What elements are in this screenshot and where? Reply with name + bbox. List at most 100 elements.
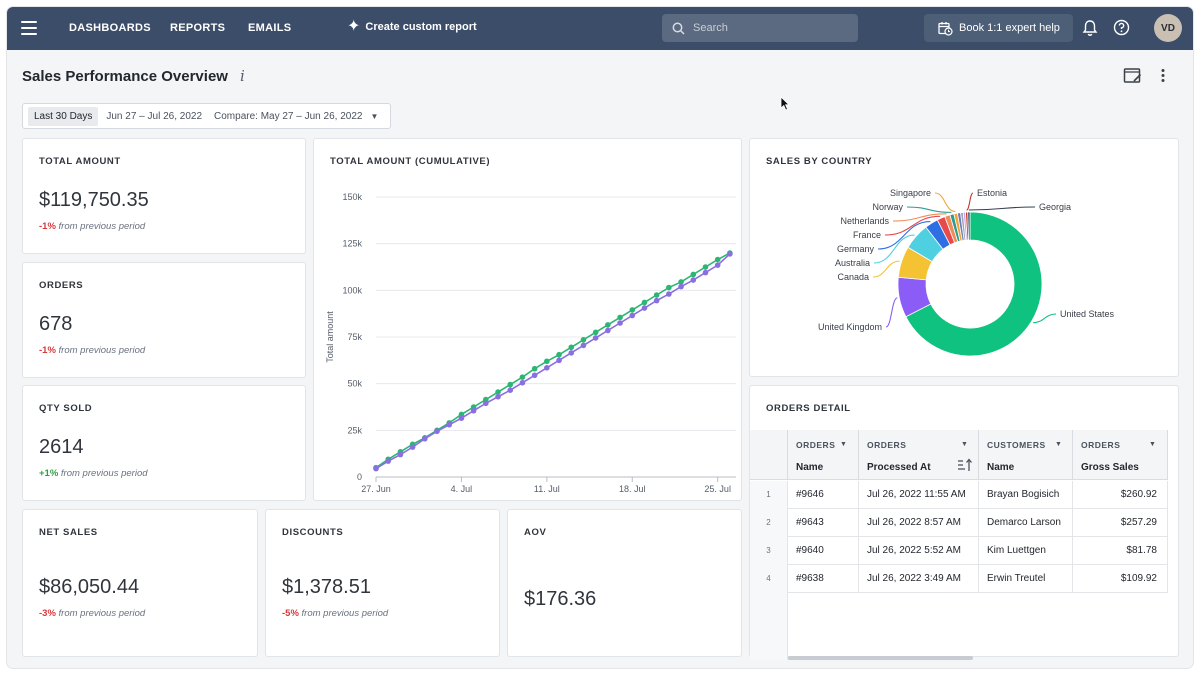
- y-tick-label: 25k: [347, 425, 362, 435]
- nav-reports[interactable]: REPORTS: [170, 22, 226, 34]
- series-previous-point[interactable]: [544, 365, 550, 371]
- series-previous-point[interactable]: [434, 428, 440, 435]
- series-current-point[interactable]: [666, 284, 672, 291]
- create-custom-report-button[interactable]: ✦ Create custom report: [347, 19, 477, 35]
- series-previous-point[interactable]: [495, 393, 501, 400]
- table-row[interactable]: 1 #9646 Jul 26, 2022 11:55 AM Brayan Bog…: [750, 481, 1168, 509]
- series-previous-point[interactable]: [727, 251, 733, 257]
- series-current-point[interactable]: [556, 351, 562, 358]
- series-previous-point[interactable]: [483, 400, 489, 407]
- series-previous-point[interactable]: [470, 407, 477, 414]
- col-header-order-name[interactable]: ORDERS ▼ Name: [788, 430, 859, 480]
- cell-order[interactable]: #9638: [788, 565, 859, 593]
- cell-processed[interactable]: Jul 26, 2022 3:49 AM: [859, 565, 979, 593]
- series-current-point[interactable]: [568, 344, 575, 351]
- col-header-customer-name[interactable]: CUSTOMERS ▼ Name: [979, 430, 1073, 480]
- series-previous-point[interactable]: [629, 312, 636, 319]
- series-previous-point[interactable]: [507, 387, 514, 393]
- series-previous-point[interactable]: [592, 335, 599, 341]
- series-current-point[interactable]: [544, 358, 550, 365]
- cell-gross[interactable]: $257.29: [1073, 509, 1168, 537]
- table-row[interactable]: 4 #9638 Jul 26, 2022 3:49 AM Erwin Treut…: [750, 565, 1168, 593]
- series-current-point[interactable]: [641, 299, 648, 306]
- cell-processed[interactable]: Jul 26, 2022 5:52 AM: [859, 537, 979, 565]
- series-current-point[interactable]: [629, 307, 636, 313]
- series-previous-point[interactable]: [397, 451, 404, 458]
- chevron-down-icon[interactable]: ▼: [1055, 441, 1062, 448]
- series-current-point[interactable]: [702, 264, 709, 270]
- series-current-point[interactable]: [653, 292, 660, 298]
- search-input[interactable]: [693, 22, 843, 34]
- chevron-down-icon[interactable]: ▼: [840, 441, 847, 448]
- sort-ascending-icon[interactable]: [957, 458, 973, 472]
- cell-gross[interactable]: $260.92: [1073, 481, 1168, 509]
- series-previous-point[interactable]: [690, 277, 697, 283]
- search-box[interactable]: [662, 14, 858, 42]
- cell-customer[interactable]: Erwin Treutel: [979, 565, 1073, 593]
- horizontal-scrollbar[interactable]: [788, 656, 973, 660]
- series-current-point[interactable]: [690, 271, 697, 278]
- avatar[interactable]: VD: [1154, 14, 1182, 42]
- cell-customer[interactable]: Demarco Larson: [979, 509, 1073, 537]
- series-previous-point[interactable]: [714, 262, 721, 268]
- date-range-picker[interactable]: Last 30 Days Jun 27 – Jul 26, 2022 Compa…: [22, 103, 391, 129]
- cell-gross[interactable]: $109.92: [1073, 565, 1168, 593]
- series-previous-point[interactable]: [605, 327, 611, 334]
- series-previous-point[interactable]: [458, 415, 465, 422]
- series-previous-point[interactable]: [531, 372, 538, 379]
- cell-order[interactable]: #9640: [788, 537, 859, 565]
- series-previous-point[interactable]: [446, 421, 453, 428]
- cell-processed[interactable]: Jul 26, 2022 8:57 AM: [859, 509, 979, 537]
- cell-processed[interactable]: Jul 26, 2022 11:55 AM: [859, 481, 979, 509]
- series-previous-point[interactable]: [519, 379, 526, 386]
- series-current-point[interactable]: [519, 374, 526, 380]
- more-vertical-icon[interactable]: [1159, 67, 1167, 85]
- series-previous-point[interactable]: [678, 283, 684, 290]
- leader-line: [885, 297, 898, 328]
- bell-icon[interactable]: [1082, 19, 1098, 37]
- series-previous-point[interactable]: [641, 305, 648, 311]
- date-preset: Last 30 Days: [28, 106, 99, 126]
- cell-order[interactable]: #9646: [788, 481, 859, 509]
- cell-gross[interactable]: $81.78: [1073, 537, 1168, 565]
- help-icon[interactable]: [1113, 19, 1130, 36]
- nav-dashboards[interactable]: DASHBOARDS: [69, 22, 151, 34]
- series-previous-point[interactable]: [580, 342, 587, 349]
- info-icon[interactable]: i: [240, 67, 245, 85]
- menu-icon[interactable]: [21, 21, 37, 35]
- col-header-processed-at[interactable]: ORDERS ▼ Processed At: [859, 430, 979, 480]
- donut-slice[interactable]: [967, 211, 971, 241]
- series-previous-point[interactable]: [385, 458, 392, 464]
- note-edit-icon[interactable]: [1123, 67, 1143, 85]
- mouse-cursor-icon: [780, 96, 790, 111]
- series-previous-point[interactable]: [568, 350, 575, 356]
- series-previous-point[interactable]: [702, 269, 709, 276]
- table-row[interactable]: 3 #9640 Jul 26, 2022 5:52 AM Kim Luettge…: [750, 537, 1168, 565]
- series-previous-point[interactable]: [409, 444, 416, 450]
- series-current-point[interactable]: [592, 329, 599, 336]
- series-current-point[interactable]: [580, 337, 587, 343]
- cell-customer[interactable]: Kim Luettgen: [979, 537, 1073, 565]
- chevron-down-icon[interactable]: ▼: [961, 441, 968, 448]
- series-previous-point[interactable]: [556, 357, 562, 364]
- series-current-point[interactable]: [605, 322, 611, 328]
- series-previous-point[interactable]: [422, 435, 428, 442]
- cell-customer[interactable]: Brayan Bogisich: [979, 481, 1073, 509]
- table-row[interactable]: 2 #9643 Jul 26, 2022 8:57 AM Demarco Lar…: [750, 509, 1168, 537]
- series-current-point[interactable]: [531, 365, 538, 372]
- donut-slice[interactable]: [905, 211, 1043, 357]
- series-current-point[interactable]: [678, 279, 684, 285]
- chevron-down-icon[interactable]: ▼: [1149, 441, 1156, 448]
- book-expert-help-button[interactable]: Book 1:1 expert help: [924, 14, 1073, 42]
- series-previous-point[interactable]: [653, 297, 660, 304]
- series-current-point[interactable]: [495, 389, 501, 395]
- series-previous-point[interactable]: [373, 465, 379, 472]
- series-current-point[interactable]: [507, 381, 514, 388]
- series-previous-point[interactable]: [617, 320, 623, 326]
- cell-order[interactable]: #9643: [788, 509, 859, 537]
- nav-emails[interactable]: EMAILS: [248, 22, 292, 34]
- col-header-gross-sales[interactable]: ORDERS ▼ Gross Sales: [1073, 430, 1168, 480]
- series-current-point[interactable]: [617, 314, 623, 321]
- series-previous-point[interactable]: [666, 291, 672, 297]
- series-current-point[interactable]: [714, 256, 721, 263]
